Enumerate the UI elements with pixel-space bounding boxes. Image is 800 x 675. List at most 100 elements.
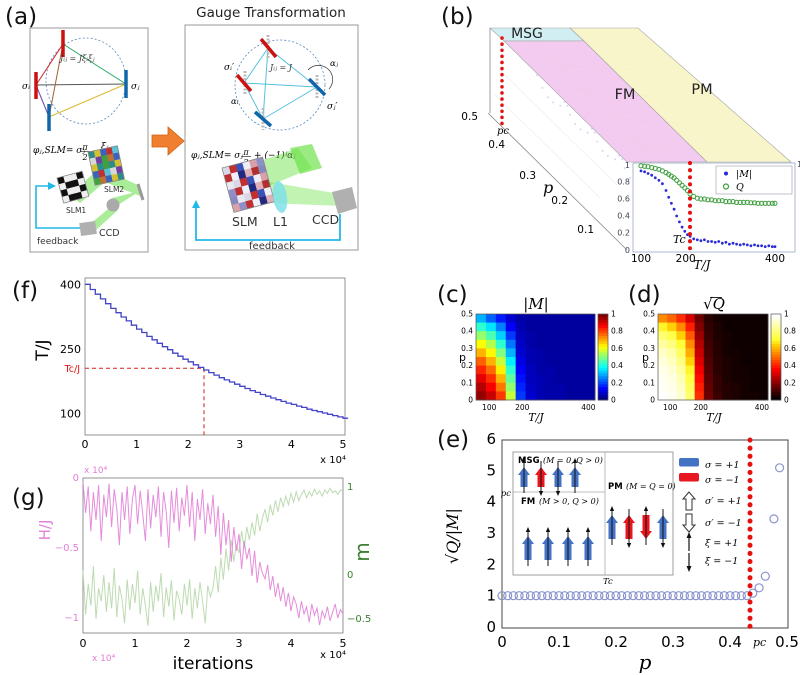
- c-heatmap: [475, 313, 596, 401]
- heatmap-cell: [495, 314, 507, 323]
- tick-label: 100: [663, 403, 678, 412]
- mosaic-cell: [252, 197, 262, 208]
- heatmap-cell: [585, 339, 596, 349]
- tick-label: 0.3: [643, 344, 655, 353]
- phase-formula-right-suffix: + (−1)ʲαⱼ: [254, 150, 296, 161]
- thin-xi-arrowhead: [565, 527, 571, 532]
- heatmap-cell: [685, 339, 696, 349]
- colorbar-strip: [598, 343, 608, 347]
- faint-M-point: [621, 158, 624, 161]
- heatmap-cell: [758, 391, 769, 401]
- faint-M-point: [559, 104, 562, 107]
- ratio-data-point: [560, 591, 570, 601]
- tick-label: 200: [515, 403, 530, 412]
- mirror-round-icon: [106, 198, 120, 212]
- ratio-data-point: [719, 591, 729, 601]
- heatmap-cell: [515, 382, 526, 392]
- heatmap-cell: [515, 322, 526, 332]
- tick-label: 0.4: [488, 139, 505, 151]
- mosaic-cell: [235, 162, 245, 172]
- mosaic-cell: [96, 162, 105, 171]
- mosaic-cell: [64, 180, 74, 190]
- tick-label: 1: [784, 310, 789, 319]
- tick-label: 0.3: [661, 633, 685, 651]
- c-title: |M|: [523, 295, 548, 313]
- mosaic-cell: [93, 177, 102, 186]
- colorbar-strip: [771, 324, 781, 328]
- feedback-arrowhead-right: [192, 200, 200, 208]
- slm1-checkerboard: [56, 170, 90, 204]
- M-data-point: [672, 207, 676, 211]
- e-inset-spins: [518, 458, 669, 566]
- M-data-point: [680, 225, 684, 229]
- M-data-point: [683, 229, 687, 233]
- heatmap-cell: [694, 314, 705, 323]
- heatmap-cell: [722, 322, 732, 332]
- mosaic-cell: [107, 153, 115, 162]
- M-data-point: [639, 169, 643, 173]
- heatmap-cell: [722, 391, 732, 401]
- heatmap-cell: [758, 374, 769, 384]
- tick-label: 5: [340, 637, 347, 650]
- faint-M-point: [579, 128, 582, 131]
- colorbar-strip: [771, 346, 781, 350]
- M-data-point: [742, 242, 746, 246]
- heatmap-cell: [713, 357, 723, 366]
- colorbar-frame: [597, 313, 609, 401]
- ratio-data-point: [577, 591, 587, 601]
- d-heatmap: [657, 313, 769, 401]
- mosaic-cell: [245, 199, 255, 210]
- mosaic-cell: [98, 169, 106, 178]
- heatmap-cell: [694, 374, 705, 384]
- mosaic-cell: [71, 179, 80, 188]
- panel-f: (f) 400 250 100 0 1 2 3 4 5 T/J Tc/J x 10⁴: [12, 277, 349, 466]
- heatmap-cell: [685, 314, 696, 323]
- ratio-data-point: [588, 591, 598, 601]
- heatmap-cell: [565, 374, 576, 384]
- mosaic-cell: [66, 187, 75, 196]
- inset-pm-cond: (M = Q = 0): [626, 482, 676, 491]
- Q-data-point: [638, 163, 644, 169]
- panel-a-left-box: [29, 27, 149, 253]
- heatmap-cell: [749, 314, 760, 323]
- tick-label: 3: [236, 637, 243, 650]
- ratio-data-point: [611, 591, 621, 601]
- M-data-point: [767, 244, 771, 248]
- mosaic-cell: [111, 145, 119, 154]
- lens-l1-icon: [272, 181, 288, 213]
- spin-circle-right: [234, 39, 326, 131]
- heatmap-cell: [722, 331, 732, 341]
- heatmap-cell: [505, 382, 517, 392]
- mosaic-cell: [249, 158, 259, 169]
- heatmap-cell: [575, 348, 586, 358]
- colorbar-strip: [598, 365, 608, 369]
- alpha-i-label: αᵢ: [231, 97, 239, 107]
- heatmap-cell: [545, 348, 556, 358]
- heatmap-cell: [740, 374, 751, 384]
- heatmap-cell: [667, 365, 677, 375]
- panel-a-right-box: [184, 24, 359, 251]
- faint-M-point: [629, 176, 631, 179]
- mosaic-cell: [88, 150, 96, 159]
- tick-label: 0.1: [577, 224, 594, 236]
- heatmap-cell: [703, 348, 714, 358]
- heatmap-cell: [525, 331, 536, 341]
- ratio-data-point: [622, 591, 633, 601]
- d-title: √Q: [703, 295, 725, 313]
- d-colorbar: [770, 313, 782, 401]
- ratio-data-point: [685, 591, 695, 601]
- phase-formula-left: φⱼ,SLM= σⱼ: [33, 146, 85, 156]
- mosaic-cell: [80, 190, 90, 199]
- colorbar-strip: [598, 381, 608, 385]
- M-data-point: [678, 220, 681, 224]
- M-data-point: [735, 242, 738, 246]
- heatmap-cell: [585, 382, 596, 392]
- legend-entry-label: σ′ = −1: [705, 518, 742, 529]
- heatmap-cell: [713, 331, 723, 341]
- panel-e-label: (e): [437, 427, 469, 453]
- feedback-left-label: feedback: [37, 237, 79, 247]
- heatmap-cell: [713, 391, 723, 401]
- panel-c-label: (c): [437, 282, 468, 308]
